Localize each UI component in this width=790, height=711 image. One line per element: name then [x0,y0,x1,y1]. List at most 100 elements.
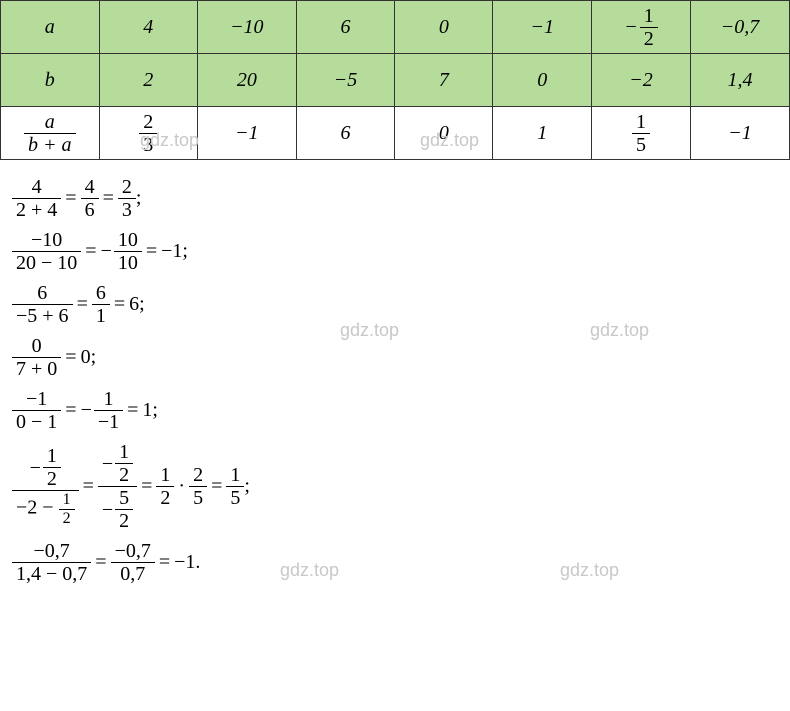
lhs: 6 −5 + 6 [12,282,73,327]
rhs: 1 5 [226,464,244,509]
mid: − 1 −1 [81,388,124,433]
header-a: a [1,1,100,54]
neg-frac: − 1 2 [30,445,61,490]
frac: 1 2 [43,445,61,490]
eq: = [77,293,88,316]
den: 1 [92,305,110,327]
rhs: −1 [161,240,182,263]
den: b + a [24,134,76,156]
work-line-5: −1 0 − 1 = − 1 −1 = 1 ; [12,388,790,433]
neg-frac: − 1 2 [102,441,133,486]
den: − 5 2 [98,487,137,532]
lhs: −0,7 1,4 − 0,7 [12,540,91,585]
eq: = [141,475,152,498]
neg-frac: − 1 2 [624,5,658,50]
end: ; [244,475,250,498]
cell-r6: 1 5 [592,107,691,160]
cell-a5: −1 [493,1,592,54]
eq: = [83,475,94,498]
den: 0,7 [111,563,155,585]
num: 2 [118,176,136,199]
den: 5 [632,134,650,156]
end: ; [152,399,158,422]
den: −2 − 1 2 [12,491,79,527]
n: 1 [43,445,61,468]
cell-r1: 2 3 [99,107,197,160]
header-b: b [1,54,100,107]
num: − 1 2 [12,445,79,491]
d: 2 [115,510,133,532]
den: 5 [226,487,244,509]
end: ; [136,187,142,210]
rhs: 0 [81,346,91,369]
eq: = [127,399,138,422]
end: . [195,551,200,574]
num: 4 [12,176,61,199]
eq: = [65,399,76,422]
end: ; [91,346,97,369]
eq: = [159,551,170,574]
num: 1 [226,464,244,487]
num: 1 [632,111,650,134]
s1: 1 2 [156,464,174,509]
num: 1 [156,464,174,487]
lhs: −10 20 − 10 [12,229,81,274]
cell-a7: −0,7 [690,1,789,54]
d: 2 [115,464,133,486]
num: −0,7 [12,540,91,563]
num: 2 [189,464,207,487]
sign: − [101,240,112,263]
num: 6 [92,282,110,305]
mid: −0,7 0,7 [111,540,155,585]
d: 2 [59,510,75,528]
den: 10 [114,252,142,274]
frac: 1 2 [115,441,133,486]
end: ; [182,240,188,263]
d: 2 [43,468,61,490]
den: −1 [94,411,123,433]
table-row-a: a 4 −10 6 0 −1 − 1 2 −0,7 [1,1,790,54]
work-line-1: 4 2 + 4 = 4 6 = 2 3 ; [12,176,790,221]
sign: − [102,499,113,521]
cell-r3: 6 [296,107,395,160]
den: 6 [81,199,99,221]
den: 1,4 − 0,7 [12,563,91,585]
work-line-7: −0,7 1,4 − 0,7 = −0,7 0,7 = −1 . [12,540,790,585]
rhs: 2 3 [118,176,136,221]
n: 1 [115,441,133,464]
eq: = [114,293,125,316]
sign: − [624,16,638,39]
den: 3 [139,134,157,156]
frac: 1 5 [632,111,650,156]
neg-frac: − 5 2 [102,487,133,532]
label: b [45,69,55,91]
den: 5 [189,487,207,509]
cell-r2: −1 [197,107,296,160]
num: a [24,111,76,134]
eq: = [65,346,76,369]
num: 0 [12,335,61,358]
eq: = [95,551,106,574]
cell-b4: 7 [395,54,493,107]
cell-b6: −2 [592,54,691,107]
work-line-4: 0 7 + 0 = 0 ; [12,335,790,380]
den: 20 − 10 [12,252,81,274]
lhs: −1 0 − 1 [12,388,61,433]
num: −1 [12,388,61,411]
mid: 4 6 [81,176,99,221]
table-row-b: b 2 20 −5 7 0 −2 1,4 [1,54,790,107]
cell-a3: 6 [296,1,395,54]
page-container: a 4 −10 6 0 −1 − 1 2 −0,7 b 2 20 −5 7 0 … [0,0,790,711]
cell-a4: 0 [395,1,493,54]
work-line-2: −10 20 − 10 = − 10 10 = −1 ; [12,229,790,274]
frac: 1 2 [59,491,75,527]
lhs: − 1 2 −2 − 1 2 [12,445,79,527]
mid: − 10 10 [101,229,142,274]
den: 0 − 1 [12,411,61,433]
eq: = [85,240,96,263]
mid: − 1 2 − 5 2 [98,441,137,532]
cell-b2: 20 [197,54,296,107]
eq: = [103,187,114,210]
work-line-3: 6 −5 + 6 = 6 1 = 6 ; [12,282,790,327]
eq: = [146,240,157,263]
